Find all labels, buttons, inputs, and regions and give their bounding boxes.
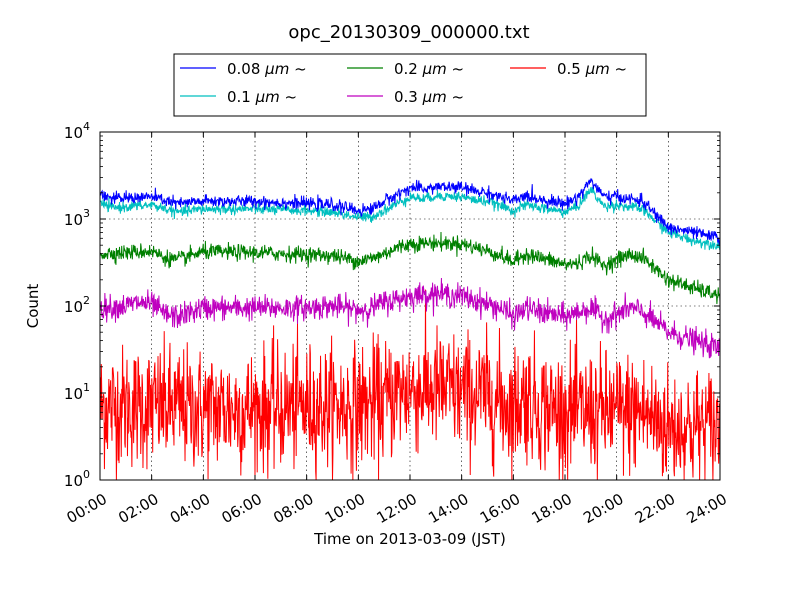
- x-tick-label: 14:00: [425, 490, 471, 527]
- y-axis: 100 101 102 103 104: [64, 120, 720, 490]
- series-line: [100, 186, 720, 251]
- y-axis-label: Count: [24, 284, 42, 329]
- y-tick-label: 102: [64, 294, 90, 316]
- legend: 0.08 μm ~ 0.1 μm ~ 0.2 μm ~ 0.3 μm ~ 0.5 μm …: [173, 53, 647, 117]
- x-tick-label: 02:00: [115, 490, 161, 527]
- x-tick-label: 10:00: [322, 490, 368, 527]
- legend-entry: 0.08 μm ~: [227, 60, 307, 78]
- y-tick-label: 103: [64, 207, 90, 229]
- series-line: [100, 277, 720, 359]
- x-tick-label: 16:00: [477, 490, 523, 527]
- x-tick-label: 18:00: [529, 490, 575, 527]
- x-axis-label: Time on 2013-03-09 (JST): [313, 530, 506, 548]
- x-tick-label: 24:00: [684, 490, 730, 527]
- x-tick-label: 00:00: [64, 490, 110, 527]
- legend-entry: 0.3 μm ~: [394, 88, 464, 106]
- x-tick-label: 20:00: [580, 490, 626, 527]
- legend-entry: 0.5 μm ~: [557, 60, 627, 78]
- legend-entry: 0.2 μm ~: [394, 60, 464, 78]
- x-tick-label: 08:00: [270, 490, 316, 527]
- legend-box: [173, 53, 647, 117]
- series-layer: [100, 177, 720, 480]
- chart-title: opc_20130309_000000.txt: [288, 22, 529, 43]
- x-tick-label: 04:00: [167, 490, 213, 527]
- y-tick-label: 101: [64, 381, 90, 403]
- series-line: [100, 177, 720, 246]
- x-tick-label: 12:00: [374, 490, 420, 527]
- series-line: [100, 289, 720, 480]
- series-line: [100, 232, 720, 304]
- y-tick-label: 104: [64, 120, 90, 142]
- y-tick-label: 100: [64, 468, 90, 490]
- x-tick-label: 22:00: [632, 490, 678, 527]
- legend-entry: 0.1 μm ~: [227, 88, 297, 106]
- x-tick-label: 06:00: [219, 490, 265, 527]
